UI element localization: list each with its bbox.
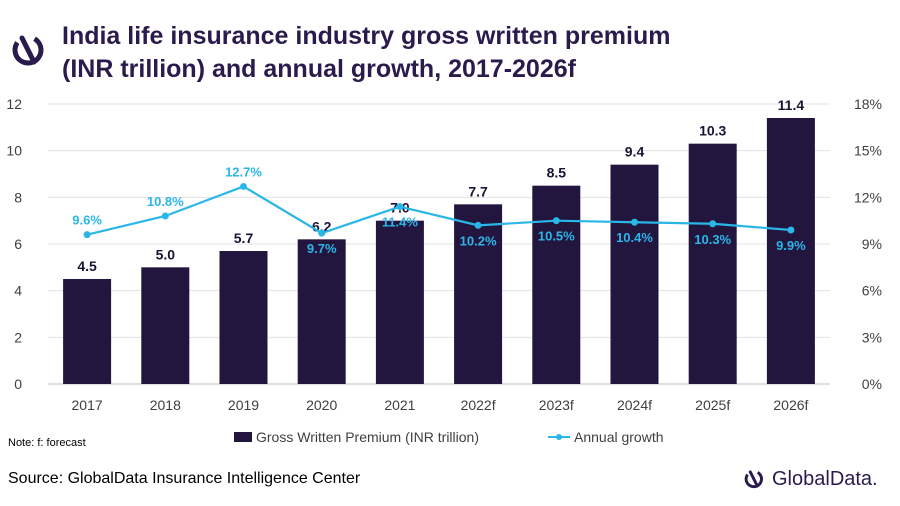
bar [141, 267, 190, 384]
x-tick-label: 2020 [306, 397, 337, 413]
bar-value-label: 9.4 [625, 144, 645, 160]
forecast-note: Note: f: forecast [8, 437, 86, 449]
x-tick-label: 2017 [72, 397, 103, 413]
y-left-tick-label: 4 [14, 283, 22, 299]
bar [454, 204, 503, 384]
growth-line [86, 185, 791, 236]
globaldata-logo-icon [12, 34, 44, 66]
chart-title: India life insurance industry gross writ… [62, 20, 862, 86]
y-right-tick-label: 0% [862, 376, 882, 392]
y-right-tick-label: 3% [862, 329, 882, 345]
brand-logo: GlobalData. [742, 466, 878, 492]
growth-point [552, 217, 560, 225]
source-text: Source: GlobalData Insurance Intelligenc… [8, 470, 361, 487]
growth-value-label: 10.8% [147, 194, 184, 209]
growth-point [787, 226, 795, 234]
bar [375, 220, 424, 384]
legend-line-label: Annual growth [574, 429, 664, 445]
x-tick-label: 2023f [539, 397, 574, 413]
growth-value-label: 9.6% [72, 213, 102, 228]
growth-value-label: 10.2% [460, 233, 497, 248]
growth-value-label: 9.7% [307, 241, 337, 256]
growth-value-label: 10.4% [616, 230, 653, 245]
growth-point [709, 220, 717, 228]
growth-value-label: 10.5% [538, 229, 575, 244]
growth-value-label: 10.3% [694, 232, 731, 247]
x-tick-label: 2026f [773, 397, 808, 413]
bar [532, 185, 581, 384]
growth-point [318, 229, 326, 237]
growth-point [631, 218, 638, 226]
growth-point [161, 212, 169, 220]
y-left-tick-label: 10 [6, 143, 22, 159]
y-right-tick-label: 6% [862, 283, 882, 299]
x-tick-label: 2021 [384, 397, 415, 413]
growth-value-label: 11.4% [382, 215, 419, 230]
chart-title-line-1: India life insurance industry gross writ… [62, 22, 671, 50]
bar-value-label: 10.3 [699, 123, 726, 139]
growth-value-label: 9.9% [776, 238, 806, 253]
x-tick-label: 2022f [461, 397, 496, 413]
bar-value-label: 5.0 [156, 246, 176, 262]
bar-value-label: 11.4 [778, 97, 805, 113]
growth-point [240, 182, 247, 190]
growth-point [83, 231, 91, 239]
legend-line-marker [556, 434, 562, 440]
chart-title-line-2: (INR trillion) and annual growth, 2017-2… [62, 55, 576, 83]
y-right-tick-label: 18% [854, 96, 882, 112]
y-right-tick-label: 9% [862, 236, 882, 252]
legend-bar-label: Gross Written Premium (INR trillion) [256, 429, 479, 445]
x-tick-label: 2018 [150, 397, 181, 413]
bar [219, 251, 268, 384]
bar-value-label: 5.7 [234, 230, 254, 246]
bar-value-label: 4.5 [77, 258, 97, 274]
legend-bar-swatch [234, 432, 252, 442]
globaldata-brand-icon [744, 469, 763, 489]
growth-value-label: 12.7% [225, 164, 262, 179]
x-tick-label: 2025f [695, 397, 730, 413]
x-tick-label: 2019 [228, 397, 259, 413]
brand-name: GlobalData. [772, 467, 878, 490]
bar [610, 164, 659, 384]
y-left-tick-label: 12 [6, 96, 22, 112]
y-left-tick-label: 0 [14, 376, 22, 392]
growth-point [396, 203, 404, 211]
y-left-tick-label: 2 [14, 329, 22, 345]
y-right-tick-label: 12% [854, 189, 882, 205]
y-left-tick-label: 6 [14, 236, 22, 252]
bar-value-label: 7.7 [468, 183, 488, 199]
bar [688, 143, 737, 384]
x-tick-label: 2024f [617, 397, 652, 413]
bar [297, 239, 346, 384]
y-right-tick-label: 15% [854, 143, 882, 159]
bar [63, 279, 112, 384]
growth-point [474, 221, 482, 229]
y-left-tick-label: 8 [14, 189, 22, 205]
bar-value-label: 8.5 [547, 165, 567, 181]
bar [766, 118, 815, 384]
